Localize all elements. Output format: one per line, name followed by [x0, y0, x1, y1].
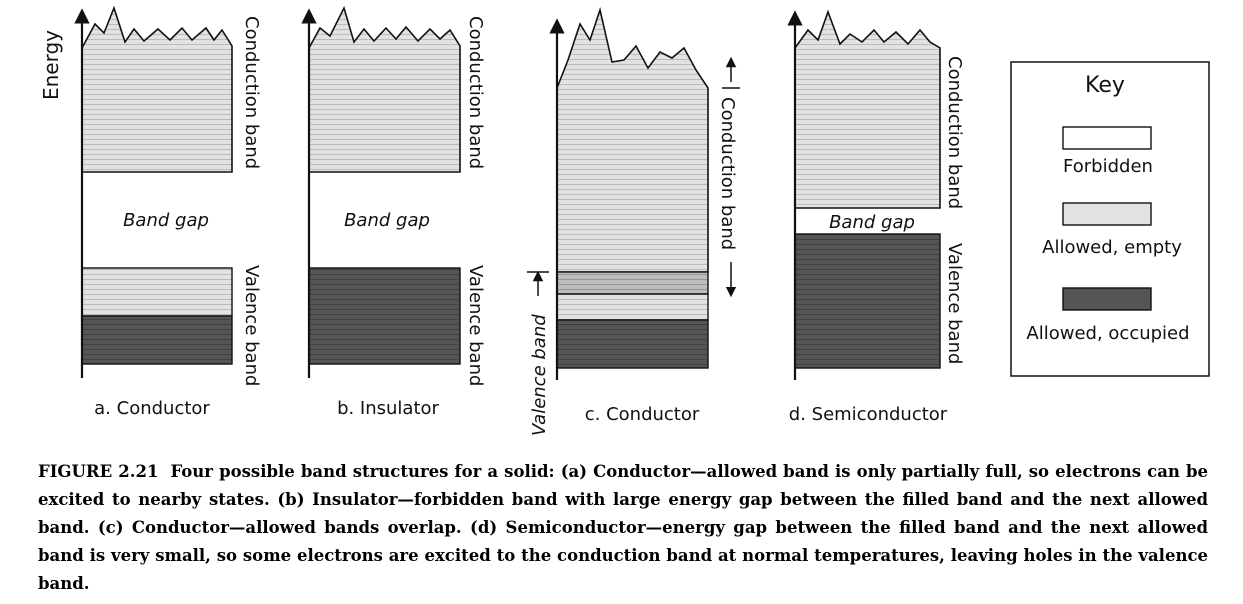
panel-c-conduction-band	[556, 7, 709, 273]
band-structure-diagram: Energy Conduction band Valence band Band…	[39, 5, 1210, 436]
panel-d-gap-label: Band gap	[829, 212, 915, 233]
panel-b-valence-filled	[308, 267, 461, 365]
key-swatch-forbidden	[1062, 126, 1152, 150]
panel-a: Energy Conduction band Valence band Band…	[39, 5, 262, 419]
panel-d-valence-filled	[794, 233, 941, 369]
figure-caption: FIGURE 2.21 Four possible band structures…	[38, 458, 1208, 598]
panel-d: Conduction band Valence band Band gap d.…	[787, 9, 965, 425]
key-label-forbidden: Forbidden	[1063, 156, 1153, 177]
panel-c-conduction-label: Conduction band	[717, 97, 738, 250]
panel-c-valence-empty	[556, 293, 709, 321]
panel-b-conduction-band	[308, 5, 461, 173]
panel-c-valence-filled	[556, 319, 709, 369]
key-box: Key Forbidden Allowed, empty Allowed, oc…	[1010, 61, 1210, 377]
panel-b-gap-label: Band gap	[344, 210, 430, 231]
panel-a-valence-empty	[81, 267, 233, 317]
key-swatch-allowed-empty	[1062, 202, 1152, 226]
panel-d-conduction-band	[794, 9, 941, 209]
panel-b: Conduction band Valence band Band gap b.…	[301, 5, 486, 419]
panel-a-caption: a. Conductor	[94, 398, 210, 419]
panel-c-overlap-band	[556, 271, 709, 295]
panel-d-conduction-label: Conduction band	[944, 56, 965, 209]
key-label-allowed-empty: Allowed, empty	[1042, 237, 1182, 258]
panel-a-valence-filled	[81, 315, 233, 365]
panel-a-valence-label: Valence band	[241, 265, 262, 386]
panel-c: Conduction band Valence band c. Conducto…	[527, 7, 740, 436]
figure-caption-text: Four possible band structures for a soli…	[38, 462, 1208, 593]
energy-axis-label: Energy	[39, 30, 63, 100]
key-title: Key	[1085, 73, 1125, 98]
key-swatch-allowed-occupied	[1062, 287, 1152, 311]
panel-d-valence-label: Valence band	[944, 243, 965, 364]
panel-a-conduction-band	[81, 5, 233, 173]
panel-a-conduction-label: Conduction band	[241, 16, 262, 169]
key-label-allowed-occupied: Allowed, occupied	[1026, 323, 1189, 344]
key-frame	[1010, 61, 1210, 377]
panel-b-caption: b. Insulator	[337, 398, 439, 419]
panel-b-valence-label: Valence band	[465, 265, 486, 386]
panel-a-gap-label: Band gap	[123, 210, 209, 231]
panel-b-conduction-label: Conduction band	[465, 16, 486, 169]
panel-d-caption: d. Semiconductor	[789, 404, 948, 425]
panel-c-valence-label: Valence band	[529, 314, 550, 436]
figure-caption-label: FIGURE 2.21	[38, 462, 159, 481]
panel-c-caption: c. Conductor	[585, 404, 700, 425]
